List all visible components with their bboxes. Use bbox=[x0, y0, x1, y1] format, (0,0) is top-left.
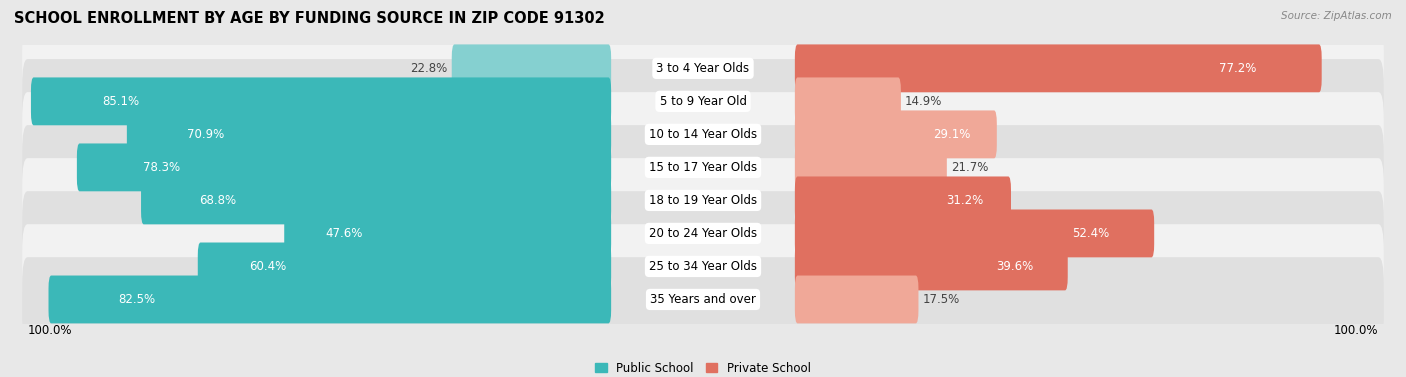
FancyBboxPatch shape bbox=[141, 176, 612, 224]
Text: 78.3%: 78.3% bbox=[143, 161, 180, 174]
Text: 3 to 4 Year Olds: 3 to 4 Year Olds bbox=[657, 62, 749, 75]
FancyBboxPatch shape bbox=[451, 44, 612, 92]
Text: 35 Years and over: 35 Years and over bbox=[650, 293, 756, 306]
Text: 52.4%: 52.4% bbox=[1071, 227, 1109, 240]
Text: 100.0%: 100.0% bbox=[28, 324, 72, 337]
FancyBboxPatch shape bbox=[794, 77, 901, 125]
FancyBboxPatch shape bbox=[794, 242, 1067, 290]
FancyBboxPatch shape bbox=[284, 210, 612, 257]
Text: 68.8%: 68.8% bbox=[200, 194, 236, 207]
FancyBboxPatch shape bbox=[22, 257, 1384, 342]
Text: 15 to 17 Year Olds: 15 to 17 Year Olds bbox=[650, 161, 756, 174]
Text: 100.0%: 100.0% bbox=[1334, 324, 1378, 337]
FancyBboxPatch shape bbox=[794, 144, 946, 192]
Text: 85.1%: 85.1% bbox=[103, 95, 139, 108]
FancyBboxPatch shape bbox=[77, 144, 612, 192]
Text: 47.6%: 47.6% bbox=[326, 227, 363, 240]
Text: 17.5%: 17.5% bbox=[922, 293, 960, 306]
Text: 18 to 19 Year Olds: 18 to 19 Year Olds bbox=[650, 194, 756, 207]
FancyBboxPatch shape bbox=[22, 158, 1384, 243]
FancyBboxPatch shape bbox=[22, 26, 1384, 110]
FancyBboxPatch shape bbox=[22, 191, 1384, 276]
FancyBboxPatch shape bbox=[31, 77, 612, 125]
FancyBboxPatch shape bbox=[48, 276, 612, 323]
Text: 14.9%: 14.9% bbox=[905, 95, 942, 108]
FancyBboxPatch shape bbox=[794, 110, 997, 158]
FancyBboxPatch shape bbox=[22, 125, 1384, 210]
FancyBboxPatch shape bbox=[127, 110, 612, 158]
Text: 29.1%: 29.1% bbox=[934, 128, 970, 141]
FancyBboxPatch shape bbox=[198, 242, 612, 290]
Text: 10 to 14 Year Olds: 10 to 14 Year Olds bbox=[650, 128, 756, 141]
FancyBboxPatch shape bbox=[794, 176, 1011, 224]
Text: 21.7%: 21.7% bbox=[950, 161, 988, 174]
Text: 60.4%: 60.4% bbox=[249, 260, 287, 273]
FancyBboxPatch shape bbox=[794, 210, 1154, 257]
FancyBboxPatch shape bbox=[22, 92, 1384, 177]
Text: 5 to 9 Year Old: 5 to 9 Year Old bbox=[659, 95, 747, 108]
FancyBboxPatch shape bbox=[794, 44, 1322, 92]
Text: 20 to 24 Year Olds: 20 to 24 Year Olds bbox=[650, 227, 756, 240]
FancyBboxPatch shape bbox=[22, 224, 1384, 309]
Text: 77.2%: 77.2% bbox=[1219, 62, 1257, 75]
Text: 82.5%: 82.5% bbox=[118, 293, 155, 306]
FancyBboxPatch shape bbox=[22, 59, 1384, 144]
Text: 70.9%: 70.9% bbox=[187, 128, 225, 141]
Text: Source: ZipAtlas.com: Source: ZipAtlas.com bbox=[1281, 11, 1392, 21]
Text: 31.2%: 31.2% bbox=[946, 194, 983, 207]
Text: 39.6%: 39.6% bbox=[995, 260, 1033, 273]
Text: SCHOOL ENROLLMENT BY AGE BY FUNDING SOURCE IN ZIP CODE 91302: SCHOOL ENROLLMENT BY AGE BY FUNDING SOUR… bbox=[14, 11, 605, 26]
FancyBboxPatch shape bbox=[794, 276, 918, 323]
Legend: Public School, Private School: Public School, Private School bbox=[591, 357, 815, 377]
Text: 22.8%: 22.8% bbox=[411, 62, 447, 75]
Text: 25 to 34 Year Olds: 25 to 34 Year Olds bbox=[650, 260, 756, 273]
